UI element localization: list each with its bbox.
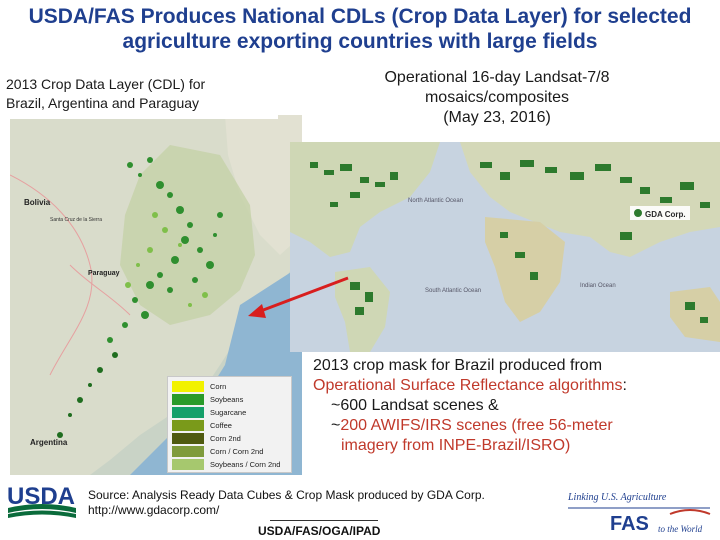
legend-label: Soybeans / Corn 2nd (210, 460, 281, 469)
slide-title: USDA/FAS Produces National CDLs (Crop Da… (28, 5, 692, 53)
legend-item: Corn 2nd (172, 432, 287, 445)
legend-label: Corn 2nd (210, 434, 241, 443)
footer-divider (270, 520, 378, 521)
legend-item: Corn (172, 380, 287, 393)
legend-item: Soybeans / Corn 2nd (172, 458, 287, 471)
bolivia-label: Bolivia (24, 198, 51, 207)
crop-mask-line3: ~600 Landsat scenes & (331, 397, 499, 414)
left-caption-line2: Brazil, Argentina and Paraguay (6, 95, 200, 111)
argentina-label: Argentina (30, 438, 68, 447)
crop-mask-line4: ~200 AWIFS/IRS scenes (free 56-meter (313, 416, 720, 436)
world-landsat-mosaic-map: North Atlantic Ocean South Atlantic Ocea… (290, 142, 720, 352)
left-map-caption: 2013 Crop Data Layer (CDL) for Brazil, A… (0, 71, 278, 119)
fas-logo-icon: Linking U.S. Agriculture FAS to the Worl… (560, 478, 720, 540)
crop-mask-colon: : (622, 377, 627, 394)
fas-acronym: FAS (610, 513, 649, 535)
north-atlantic-label: North Atlantic Ocean (408, 198, 463, 204)
right-caption-line3: (May 23, 2016) (443, 109, 551, 126)
legend-swatch (172, 459, 204, 470)
usda-logo-icon: USDA (7, 483, 76, 518)
legend-swatch (172, 446, 204, 457)
legend-item: Sugarcane (172, 406, 287, 419)
legend-item: Coffee (172, 419, 287, 432)
legend-label: Soybeans (210, 395, 244, 404)
south-atlantic-label: South Atlantic Ocean (425, 288, 481, 294)
fas-tagline: Linking U.S. Agriculture (567, 492, 667, 503)
crop-mask-description: 2013 crop mask for Brazil produced from … (305, 352, 720, 464)
crop-mask-line5: imagery from INPE-Brazil/ISRO) (341, 437, 571, 454)
gda-corp-label: GDA Corp. (645, 210, 686, 219)
legend-label: Corn (210, 382, 227, 391)
crop-mask-tilde: ~ (331, 417, 341, 434)
cdl-legend: Corn Soybeans Sugarcane Coffee Corn 2nd … (167, 376, 292, 473)
santa-cruz-label: Santa Cruz de la Sierra (50, 217, 102, 223)
legend-label: Corn / Corn 2nd (210, 447, 264, 456)
crop-mask-line2: Operational Surface Reflectance algorith… (313, 376, 720, 396)
source-link[interactable]: http://www.gdacorp.com/ (88, 503, 220, 517)
pointer-arrow (257, 276, 349, 314)
crop-mask-algorithms: Operational Surface Reflectance algorith… (313, 377, 623, 394)
crop-mask-awifs: 200 AWIFS/IRS scenes (free 56-meter (340, 417, 613, 434)
right-caption-line2: mosaics/composites (424, 89, 570, 106)
right-map-caption: Operational 16-day Landsat-7/8 mosaics/c… (353, 66, 641, 134)
left-caption-line1: 2013 Crop Data Layer (CDL) for (6, 76, 206, 92)
indian-ocean-label: Indian Ocean (580, 283, 616, 289)
legend-item: Corn / Corn 2nd (172, 445, 287, 458)
footer-code: USDA/FAS/OGA/IPAD (258, 524, 381, 538)
crop-mask-line1: 2013 crop mask for Brazil produced from (313, 357, 603, 374)
world-map-graphic: North Atlantic Ocean South Atlantic Ocea… (290, 142, 720, 352)
fas-tail: to the World (658, 524, 703, 534)
legend-swatch (172, 407, 204, 418)
source-line1: Source: Analysis Ready Data Cubes & Crop… (88, 488, 485, 502)
fas-logo: Linking U.S. Agriculture FAS to the Worl… (560, 478, 720, 540)
arrow-head-icon (248, 304, 266, 318)
legend-label: Sugarcane (210, 408, 247, 417)
legend-swatch (172, 381, 204, 392)
legend-swatch (172, 433, 204, 444)
legend-swatch (172, 394, 204, 405)
legend-label: Coffee (210, 421, 232, 430)
source-note: Source: Analysis Ready Data Cubes & Crop… (88, 488, 548, 518)
right-caption-line1: Operational 16-day Landsat-7/8 (384, 69, 610, 86)
legend-swatch (172, 420, 204, 431)
paraguay-label: Paraguay (88, 270, 120, 277)
usda-logo: USDA (6, 480, 78, 520)
legend-item: Soybeans (172, 393, 287, 406)
